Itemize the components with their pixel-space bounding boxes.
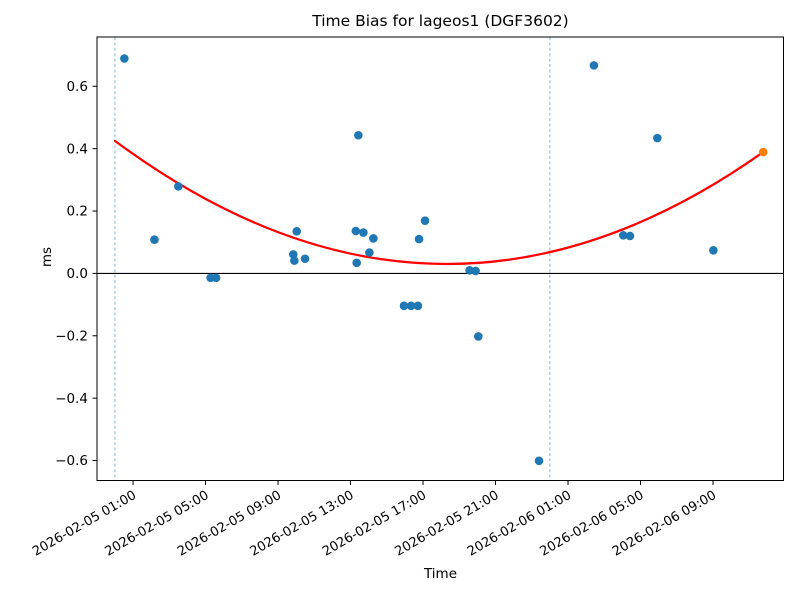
chart-title: Time Bias for lageos1 (DGF3602) [312, 12, 569, 30]
data-point-observed [413, 301, 423, 311]
data-point-observed [399, 301, 409, 311]
data-point-observed [150, 235, 159, 245]
data-point-observed [290, 256, 299, 265]
y-tick-label: 0.2 [67, 204, 88, 220]
data-point-observed [709, 246, 718, 255]
data-point-observed [406, 301, 416, 311]
y-axis-label: ms [39, 246, 55, 268]
data-point-observed [369, 234, 378, 243]
data-point-observed [300, 254, 310, 264]
data-point-observed [352, 258, 362, 268]
data-point-observed [474, 332, 483, 341]
data-point-observed [354, 130, 363, 140]
data-point-observed [120, 54, 129, 63]
data-point-observed [365, 248, 374, 257]
y-tick-label: 0.0 [67, 266, 88, 282]
data-point-observed [414, 234, 424, 244]
fit-curve [113, 139, 765, 266]
data-point-observed [471, 266, 480, 276]
y-tick-label: 0.4 [67, 141, 88, 157]
data-point-observed [534, 456, 544, 466]
data-point-observed [351, 226, 361, 236]
data-point-observed [174, 182, 183, 191]
data-point-observed [420, 216, 430, 226]
y-tick-label: −0.2 [55, 328, 88, 344]
data-point-observed [653, 133, 662, 143]
y-tick-label: −0.6 [55, 453, 88, 469]
y-tick-label: −0.4 [55, 391, 88, 407]
data-point-observed [618, 231, 628, 240]
data-point-observed [589, 61, 599, 70]
y-tick-label: 0.6 [67, 79, 88, 95]
plot-border [96, 36, 784, 481]
x-axis-label: Time [423, 566, 458, 582]
data-point-observed [625, 231, 635, 241]
data-point-observed [292, 227, 302, 236]
data-point-predicted [758, 147, 768, 157]
data-point-observed [359, 228, 368, 237]
data-point-observed [211, 273, 221, 283]
